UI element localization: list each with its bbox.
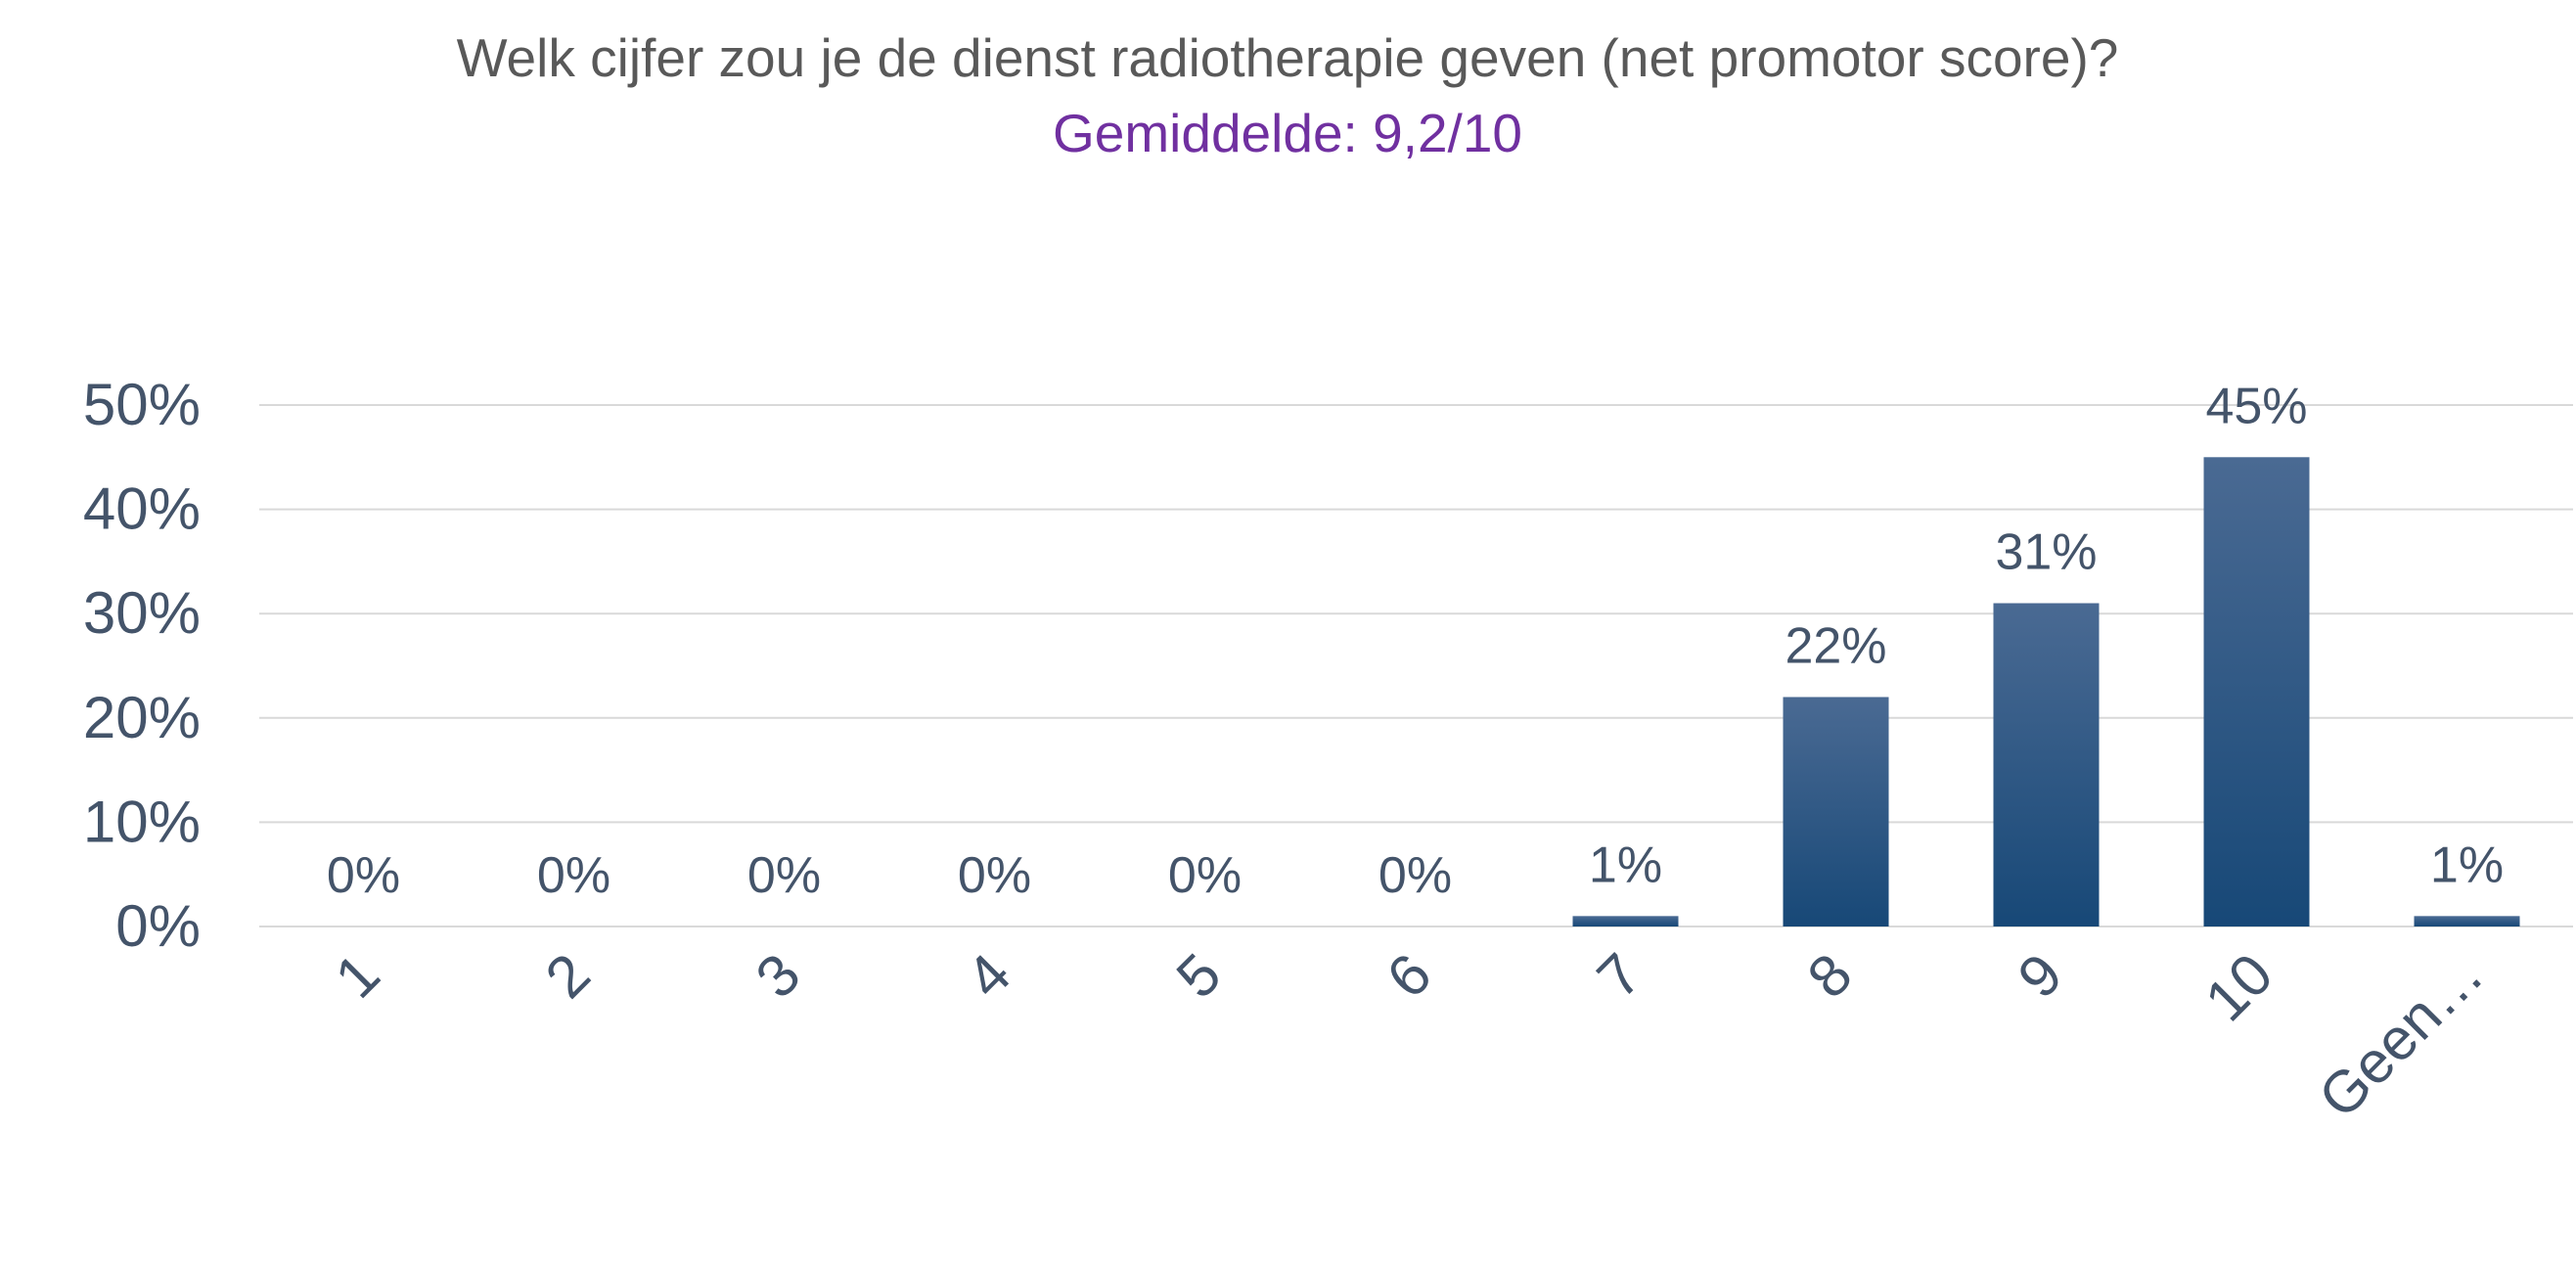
x-tick-label: 9 bbox=[2006, 941, 2075, 1011]
data-label: 1% bbox=[2430, 836, 2504, 893]
y-tick-label: 30% bbox=[83, 580, 201, 646]
x-tick-label: 2 bbox=[533, 941, 603, 1011]
y-tick-label: 50% bbox=[83, 372, 201, 437]
data-label: 45% bbox=[2205, 378, 2307, 434]
data-label: 0% bbox=[1168, 847, 1242, 904]
data-labels: 0% 0% 0% 0% 0% 0% 1% 22% 31% 45% 1% bbox=[327, 378, 2504, 904]
bars bbox=[1572, 457, 2520, 926]
x-tick-label: 10 bbox=[2192, 941, 2285, 1034]
x-tick-label: 6 bbox=[1375, 941, 1444, 1011]
x-axis-ticks: 1 2 3 4 5 6 7 8 9 10 Geen… bbox=[323, 941, 2496, 1131]
bar bbox=[2414, 916, 2520, 926]
data-label: 0% bbox=[327, 847, 400, 904]
y-tick-label: 20% bbox=[83, 685, 201, 750]
gridlines bbox=[259, 404, 2573, 927]
x-tick-label: 1 bbox=[323, 941, 392, 1011]
x-tick-label: 4 bbox=[954, 941, 1023, 1011]
data-label: 31% bbox=[1995, 524, 2097, 581]
bar bbox=[1783, 697, 1889, 926]
x-tick-label: 5 bbox=[1164, 941, 1234, 1011]
bar bbox=[1993, 603, 2100, 926]
x-tick-label: Geen… bbox=[2306, 941, 2496, 1131]
x-tick-label: 7 bbox=[1585, 941, 1654, 1011]
y-tick-label: 40% bbox=[83, 476, 201, 542]
y-tick-label: 10% bbox=[83, 789, 201, 854]
x-tick-label: 3 bbox=[744, 941, 813, 1011]
y-tick-label: 0% bbox=[115, 893, 201, 959]
x-tick-label: 8 bbox=[1795, 941, 1865, 1011]
data-label: 0% bbox=[747, 847, 821, 904]
bar bbox=[2203, 457, 2310, 926]
data-label: 0% bbox=[537, 847, 610, 904]
y-axis-ticks: 0% 10% 20% 30% 40% 50% bbox=[83, 372, 201, 959]
chart-title: Welk cijfer zou je de dienst radiotherap… bbox=[457, 27, 2119, 88]
data-label: 22% bbox=[1785, 617, 1886, 674]
data-label: 1% bbox=[1589, 836, 1662, 893]
chart-subtitle: Gemiddelde: 9,2/10 bbox=[1053, 103, 1522, 163]
data-label: 0% bbox=[1378, 847, 1452, 904]
data-label: 0% bbox=[958, 847, 1031, 904]
bar bbox=[1572, 916, 1679, 926]
